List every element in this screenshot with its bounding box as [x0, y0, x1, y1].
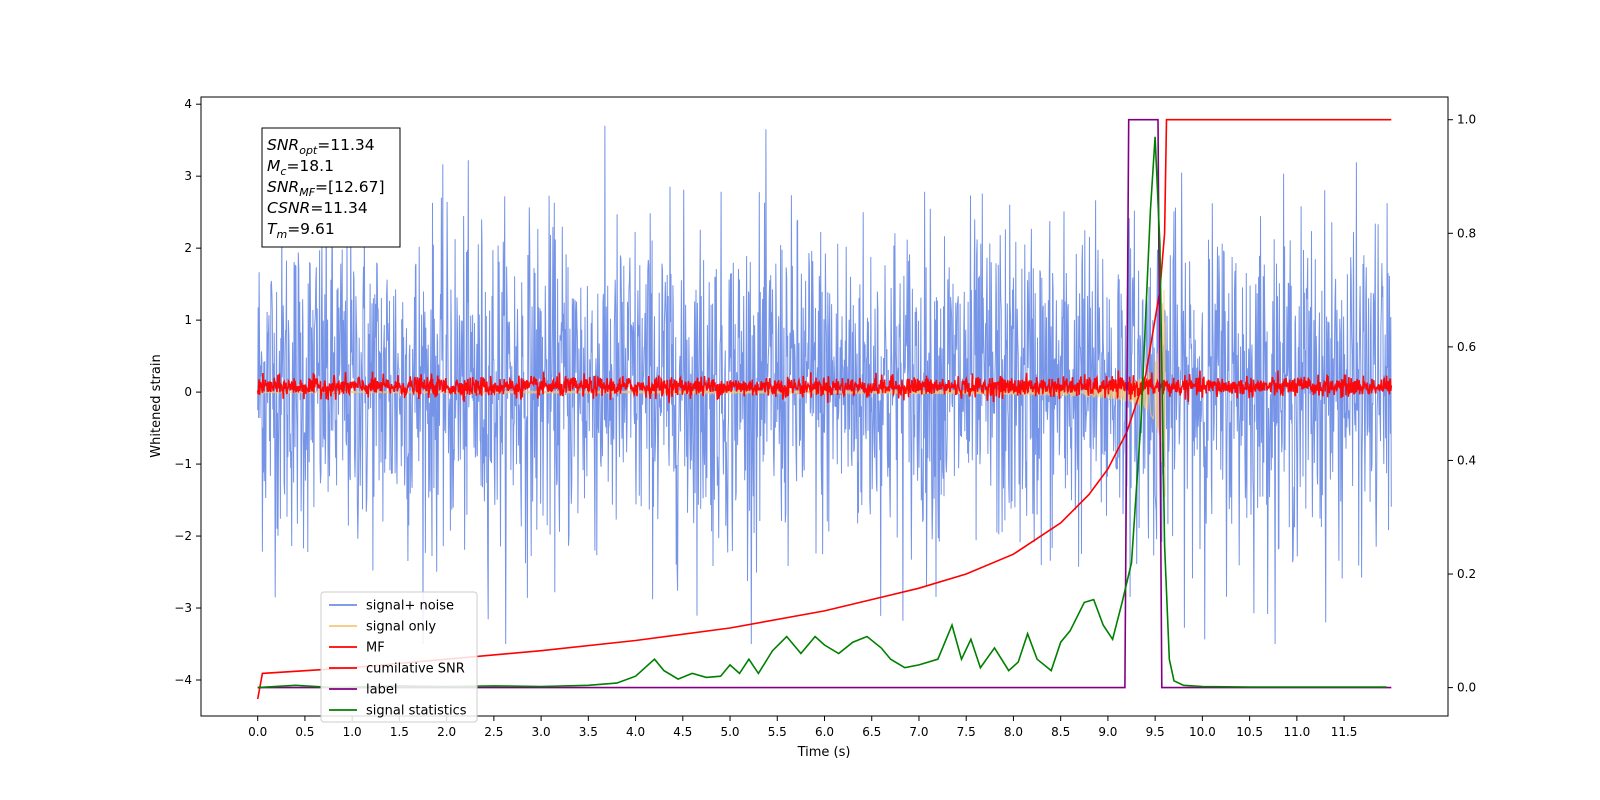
- y-tick-label: 2: [184, 241, 192, 255]
- x-tick-label: 10.5: [1236, 725, 1263, 739]
- y-tick-label: −3: [174, 601, 192, 615]
- y-tick-label: −4: [174, 673, 192, 687]
- x-tick-label: 8.0: [1004, 725, 1023, 739]
- annotation-line: CSNR=11.34: [267, 199, 368, 217]
- x-tick-label: 2.5: [484, 725, 503, 739]
- annotation-frame: [261, 127, 401, 248]
- x-tick-label: 0.5: [295, 725, 314, 739]
- x-tick-label: 4.0: [626, 725, 645, 739]
- legend-label-mf: MF: [366, 641, 385, 656]
- x-axis-ticks: 0.0 0.5 1.0 1.5 2.0 2.5 3.0 3.5 4.0 4.5 5.0 5.5 6.0 6…: [248, 716, 1357, 739]
- series-mf: [256, 370, 1393, 403]
- x-tick-label: 11.0: [1283, 725, 1310, 739]
- legend-label-label: label: [366, 683, 397, 698]
- y2-tick-label: 0.2: [1457, 567, 1476, 581]
- annotation-box: SNRopt=11.34Mc=18.1SNRMF=[12.67]CSNR=11.…: [261, 127, 401, 248]
- x-tick-label: 7.5: [957, 725, 976, 739]
- x-tick-label: 1.0: [343, 725, 362, 739]
- series-label: [257, 118, 1392, 689]
- y-axis-label: Whitened strain: [149, 354, 164, 457]
- x-tick-label: 3.0: [532, 725, 551, 739]
- x-tick-label: 2.0: [437, 725, 456, 739]
- x-tick-label: 11.5: [1331, 725, 1358, 739]
- x-tick-label: 0.0: [248, 725, 267, 739]
- x-tick-label: 6.5: [862, 725, 881, 739]
- y2-tick-label: 0.4: [1457, 453, 1476, 467]
- legend: signal+ noise signal only MF cumilative SNR…: [320, 591, 478, 723]
- x-tick-label: 1.5: [390, 725, 409, 739]
- y-tick-label: 0: [184, 385, 192, 399]
- y2-tick-label: 0.0: [1457, 681, 1476, 695]
- x-tick-label: 3.5: [579, 725, 598, 739]
- y2-tick-label: 0.8: [1457, 226, 1476, 240]
- x-tick-label: 4.5: [673, 725, 692, 739]
- x-tick-label: 9.5: [1146, 725, 1165, 739]
- y2-tick-label: 1.0: [1457, 113, 1476, 127]
- series-signal-statistics: [257, 136, 1387, 689]
- annotation-line: Mc=18.1: [267, 157, 334, 178]
- x-tick-label: 5.0: [720, 725, 739, 739]
- y2-axis-ticks: 1.0 0.8 0.6 0.4 0.2 0.0: [1448, 113, 1476, 695]
- annotation-line: SNRMF=[12.67]: [267, 178, 385, 199]
- x-tick-label: 7.0: [909, 725, 928, 739]
- annotation-line: Tm=9.61: [267, 220, 335, 241]
- y-tick-label: 3: [184, 169, 192, 183]
- y-tick-label: −2: [174, 529, 192, 543]
- x-tick-label: 8.5: [1051, 725, 1070, 739]
- x-tick-label: 9.0: [1098, 725, 1117, 739]
- legend-frame: [320, 591, 478, 723]
- y-tick-label: 4: [184, 97, 192, 111]
- y-tick-label: 1: [184, 313, 192, 327]
- y2-tick-label: 0.6: [1457, 340, 1476, 354]
- legend-label-signal-only: signal only: [366, 620, 436, 635]
- x-tick-label: 10.0: [1189, 725, 1216, 739]
- series-signal-noise: [257, 125, 1392, 645]
- x-tick-label: 6.0: [815, 725, 834, 739]
- y-tick-label: −1: [174, 457, 192, 471]
- x-axis-label: Time (s): [797, 745, 851, 760]
- legend-label-cumilative-snr: cumilative SNR: [366, 662, 465, 677]
- annotation-line: SNRopt=11.34: [267, 136, 375, 157]
- legend-label-signal-statistics: signal statistics: [366, 704, 467, 719]
- y-axis-ticks: 4 3 2 1 0 −1 −2 −3 −4: [174, 97, 201, 687]
- legend-label-signal-noise: signal+ noise: [366, 599, 454, 614]
- x-tick-label: 5.5: [768, 725, 787, 739]
